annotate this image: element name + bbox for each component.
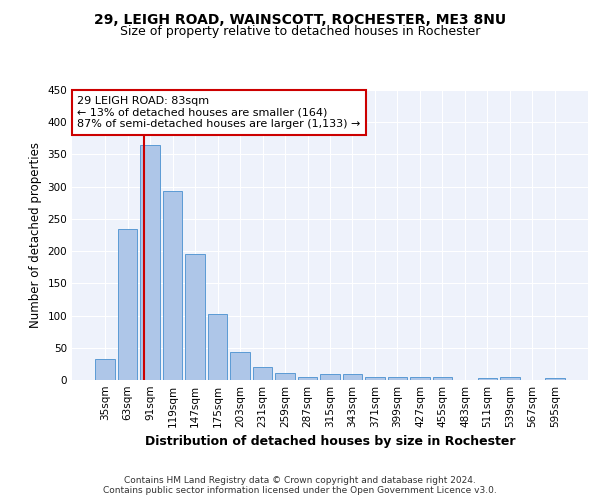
Bar [118, 228, 137, 380]
Bar [298, 377, 317, 380]
Bar [365, 377, 385, 380]
Bar [230, 352, 250, 380]
Bar [185, 254, 205, 380]
Bar [545, 378, 565, 380]
Bar [140, 145, 160, 380]
Bar [500, 378, 520, 380]
Text: 29 LEIGH ROAD: 83sqm
← 13% of detached houses are smaller (164)
87% of semi-deta: 29 LEIGH ROAD: 83sqm ← 13% of detached h… [77, 96, 361, 129]
X-axis label: Distribution of detached houses by size in Rochester: Distribution of detached houses by size … [145, 436, 515, 448]
Bar [343, 374, 362, 380]
Bar [95, 358, 115, 380]
Text: Size of property relative to detached houses in Rochester: Size of property relative to detached ho… [120, 25, 480, 38]
Y-axis label: Number of detached properties: Number of detached properties [29, 142, 42, 328]
Bar [208, 314, 227, 380]
Bar [163, 191, 182, 380]
Bar [433, 378, 452, 380]
Bar [410, 378, 430, 380]
Bar [320, 374, 340, 380]
Text: 29, LEIGH ROAD, WAINSCOTT, ROCHESTER, ME3 8NU: 29, LEIGH ROAD, WAINSCOTT, ROCHESTER, ME… [94, 12, 506, 26]
Bar [388, 378, 407, 380]
Bar [253, 367, 272, 380]
Bar [478, 378, 497, 380]
Text: Contains HM Land Registry data © Crown copyright and database right 2024.
Contai: Contains HM Land Registry data © Crown c… [103, 476, 497, 495]
Bar [275, 373, 295, 380]
